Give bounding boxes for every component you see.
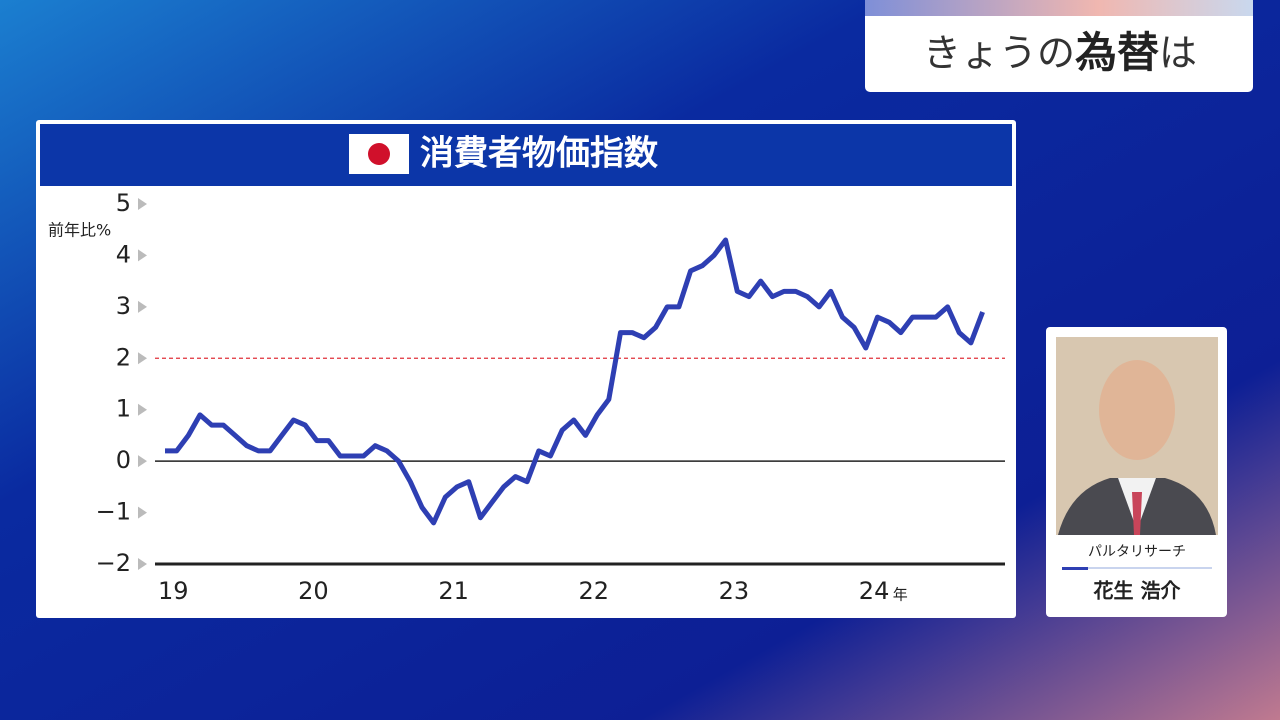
y-tick-label: 3 — [116, 292, 131, 320]
y-tick-arrow — [138, 352, 147, 365]
chart-title: 消費者物価指数 — [420, 134, 658, 174]
photo-tie — [1132, 492, 1142, 535]
y-tick-arrow — [138, 403, 147, 416]
chart-header — [40, 124, 1012, 186]
x-tick-label: 20 — [298, 577, 329, 605]
y-tick-arrow — [138, 558, 147, 570]
guest-company: パルタリサーチ — [1088, 544, 1186, 560]
y-tick-label: 0 — [116, 446, 131, 474]
y-axis-label: 前年比% — [48, 221, 111, 240]
y-tick-arrow — [138, 506, 147, 519]
header-part: は — [1159, 31, 1197, 75]
y-tick-label: 5 — [116, 189, 131, 217]
y-tick-label: −2 — [96, 549, 131, 577]
x-tick-label: 24 — [859, 577, 890, 605]
data-line — [165, 237, 985, 526]
y-tick-label: 4 — [116, 240, 131, 268]
x-tick-label: 23 — [719, 577, 750, 605]
header-box — [865, 0, 1253, 92]
x-tick-label: 19 — [158, 577, 189, 605]
y-tick-arrow — [138, 300, 147, 313]
header-part: 為替 — [1075, 28, 1159, 77]
guest-name: 花生 浩介 — [1093, 579, 1181, 603]
header-title: きょうの為替は — [923, 28, 1197, 77]
guest-rule — [1062, 567, 1212, 569]
y-tick-label: 1 — [116, 395, 131, 423]
y-tick-label: −1 — [96, 498, 131, 526]
guest-rule-accent — [1062, 567, 1088, 570]
x-tick-label: 21 — [438, 577, 469, 605]
chart-panel — [36, 120, 1016, 618]
y-tick-arrow — [138, 198, 147, 210]
y-tick-arrow — [138, 249, 147, 262]
flag-sun — [368, 143, 390, 165]
header-part: きょうの — [923, 31, 1075, 75]
y-tick-label: 2 — [116, 343, 131, 371]
x-tick-label: 22 — [578, 577, 609, 605]
y-tick-arrow — [138, 455, 147, 468]
x-unit: 年 — [893, 586, 908, 604]
photo-face — [1099, 360, 1175, 460]
header-strip — [865, 0, 1253, 16]
